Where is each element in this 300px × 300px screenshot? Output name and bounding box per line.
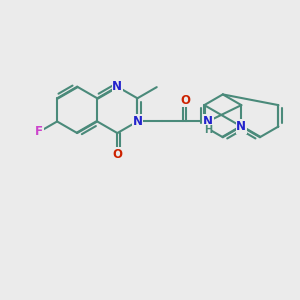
Text: F: F <box>35 125 43 138</box>
Text: N: N <box>236 120 246 133</box>
Text: H: H <box>204 125 212 135</box>
Text: N: N <box>112 80 122 93</box>
Text: N: N <box>132 115 142 128</box>
Text: O: O <box>112 148 122 161</box>
Text: N: N <box>203 115 213 128</box>
Text: O: O <box>181 94 190 106</box>
